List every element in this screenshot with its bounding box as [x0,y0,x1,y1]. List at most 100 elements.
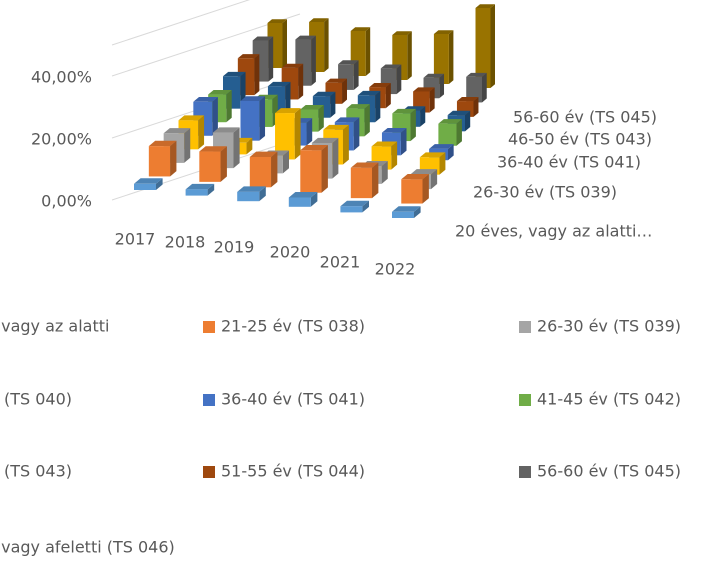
bar-side [482,72,487,103]
bar-top [413,87,435,92]
legend-label: 20 éves, vagy az alatti [0,317,109,336]
bar-top [475,4,495,8]
bar-side [212,97,218,136]
bar-top [295,35,316,40]
bar-side [282,19,287,68]
bar-top [381,127,407,133]
bar-top [213,127,240,133]
bar [249,156,272,188]
bar-top [208,90,232,95]
bar-side [259,186,266,202]
x-tick-label: 2017 [115,230,156,249]
bar-top [252,36,274,41]
bar-side [372,162,379,199]
bar-side [226,90,232,123]
bar-side [268,36,274,82]
bar-side [220,146,227,182]
legend-swatch [519,466,531,478]
bar [475,8,491,88]
y-tick-label: 40,00% [31,68,92,87]
legend-label: 56-60 év (TS 045) [537,462,681,481]
bar [199,151,221,182]
bar [340,206,363,213]
y-tick-label: 20,00% [31,130,92,149]
bar-side [271,151,278,188]
bar-top [371,141,398,147]
legend-label: 26-30 év (TS 039) [537,317,681,336]
bar-side [391,141,398,170]
bar-side [254,54,260,96]
bar-side [207,183,215,196]
bar-side [410,108,416,142]
depth-label: 36-40 év (TS 041) [497,153,641,172]
bar [240,101,260,141]
bar [438,123,457,146]
bar-top [199,146,227,152]
bar-side [396,64,402,95]
bar-top [401,173,429,180]
legend-label: 31-35 év (TS 040) [0,390,72,409]
bar-top [392,206,421,212]
bar [275,113,295,160]
bar-top [267,19,287,23]
x-tick-label: 2020 [270,243,311,262]
x-tick-label: 2021 [320,253,361,272]
bar-side [364,104,370,137]
bar-top [275,108,301,114]
bar [433,34,449,84]
bar-top [240,96,266,101]
bar-side [342,124,349,165]
bar [185,189,208,196]
bar-side [465,110,471,132]
bar-side [473,96,479,117]
bar-top [281,63,304,68]
bar-side [285,81,291,114]
bar-side [324,18,329,72]
bar-top [311,137,339,144]
y-tick-label: 0,00% [41,192,92,211]
legend-label: 21-25 év (TS 038) [221,317,365,336]
bar-top [325,78,347,83]
bar [148,146,171,177]
bar-top [237,186,266,192]
bar-top [456,96,479,102]
legend-label: 61 éves, vagy afeletti (TS 046) [0,538,175,557]
legend-swatch [519,321,531,333]
bar-side [375,90,381,123]
bar-side [321,144,328,193]
bar-side [156,178,163,190]
bar-top [429,144,454,149]
bar-side [282,150,289,174]
bar-side [456,119,462,146]
bar-top [193,97,218,102]
legend-label: 51-55 év (TS 044) [221,462,365,481]
bar-top [267,81,291,87]
grid-line [111,0,251,46]
bar-side [420,106,426,127]
bar-side [448,144,454,161]
depth-label: 46-50 év (TS 043) [508,130,652,149]
bar-side [431,169,438,190]
bar-side [385,82,391,109]
bar-side [365,27,371,76]
bar-side [353,117,360,151]
bar-side [422,173,429,204]
bar-top [438,119,462,124]
legend-swatch [203,466,215,478]
bar-side [259,96,266,141]
bar-side [311,35,316,86]
bar-top [369,82,391,88]
bar [350,167,373,199]
bar-top [410,169,438,175]
bar-side [381,160,388,184]
bar-side [414,206,421,218]
bar-top [249,151,278,157]
bar-side [332,137,339,179]
bar-top [392,108,416,114]
bar-top [357,90,381,96]
bar-top [350,27,371,31]
bar-top [178,115,205,121]
bar-side [353,60,359,90]
legend-swatch [519,394,531,406]
bar-side [233,127,240,169]
